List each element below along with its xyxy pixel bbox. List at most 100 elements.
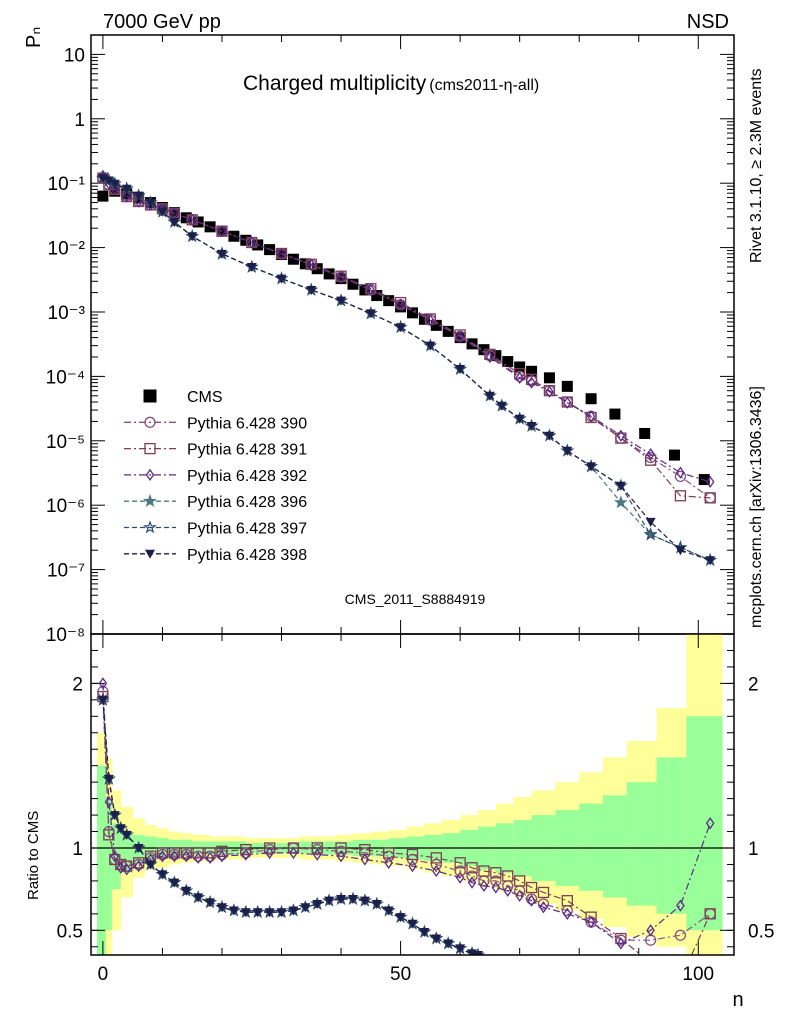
legend: CMS Pythia 6.428 390 Pythia 6.428 391 Pythi… (124, 389, 307, 564)
ratio-ytick-label-0: 0.5 (57, 921, 83, 942)
top-point-s3-25 (646, 448, 655, 461)
ratio-point-s5-12 (216, 903, 227, 913)
top-point-s0-42 (668, 449, 680, 461)
ratio-point-s1-21 (430, 852, 442, 864)
top-ytick-label-4: 10⁻⁴ (46, 367, 85, 388)
legend-marker-5 (143, 520, 157, 534)
top-point-s6-3 (121, 184, 132, 194)
ratio-point-s1-9 (180, 847, 192, 859)
ratio-point-s5-34 (472, 951, 483, 955)
top-ytick-label-8: 1 (74, 110, 85, 131)
ratio-point-s2-34 (676, 899, 685, 912)
top-point-s0-16 (287, 253, 299, 265)
top-point-s3-23 (586, 410, 596, 423)
top-point-s6-11 (276, 274, 287, 284)
legend-label-1: Pythia 6.428 390 (187, 415, 307, 432)
rivet-label: Rivet 3.1.10, ≥ 2.3M events (748, 68, 765, 263)
top-point-s0-1 (109, 185, 121, 197)
ratio-point-s1-13 (240, 843, 252, 856)
ratio-point-s5-1 (103, 774, 114, 784)
ratio-point-s2-30 (563, 907, 572, 920)
ratio-series-layer (96, 677, 716, 955)
ratio-point-s2-16 (312, 848, 322, 861)
ratio-point-s2-25 (491, 881, 501, 894)
ratio-point-s5-27 (395, 913, 406, 923)
main-panel: Charged multiplicity (cms2011-η-all) Pₙ C… (23, 27, 735, 646)
ratio-point-s2-3 (116, 861, 126, 874)
ratio-point-s1-30 (561, 895, 573, 907)
ratio-point-s5-16 (264, 908, 275, 918)
top-ytick-label-9: 10 (64, 45, 85, 66)
top-point-s0-18 (311, 263, 323, 275)
top-point-s3-19 (515, 371, 524, 384)
ratio-point-s2-12 (217, 850, 227, 863)
top-point-s3-21 (545, 385, 554, 398)
top-ylabel: Pₙ (23, 27, 45, 48)
top-point-s0-21 (347, 278, 359, 290)
x-axis-label: n (732, 989, 743, 1011)
top-point-s3-24 (616, 429, 626, 442)
top-point-s3-11 (277, 247, 286, 260)
top-point-s3-12 (306, 258, 316, 271)
ratio-ylabel: Ratio to CMS (25, 811, 42, 900)
top-point-s3-27 (705, 475, 715, 489)
band-green-1 (105, 798, 113, 931)
top-point-s6-18 (484, 391, 495, 401)
ratio-point-s5-22 (336, 895, 347, 905)
ratio-point-s1-29 (537, 886, 550, 899)
main-title: Charged multiplicity (cms2011-η-all) (243, 72, 539, 95)
top-point-s0-20 (335, 273, 347, 285)
legend-label-4: Pythia 6.428 396 (187, 494, 307, 511)
top-point-s6-5 (145, 198, 156, 208)
ratio-axis: 0.5 0.5 1 1 2 2 0 50 100 (57, 634, 774, 985)
ratio-point-s2-19 (384, 856, 393, 869)
top-point-s6-14 (365, 309, 376, 319)
top-point-s6-4 (133, 191, 144, 201)
top-point-s2-17 (454, 329, 466, 341)
legend-label-6: Pythia 6.428 398 (187, 547, 307, 564)
band-green-34 (686, 716, 723, 931)
band-green-31 (603, 795, 628, 898)
mcplots-label: mcplots.cern.ch [arXiv:1306.3436] (748, 386, 765, 628)
legend-label-2: Pythia 6.428 391 (187, 442, 307, 459)
top-point-s0-35 (514, 361, 526, 373)
top-point-s0-33 (490, 350, 502, 362)
top-point-s6-28 (705, 556, 716, 566)
top-point-s6-15 (395, 323, 406, 333)
ratio-point-s5-5 (133, 844, 144, 853)
top-point-s0-40 (609, 408, 621, 420)
ratio-xtick-label-1: 50 (390, 964, 411, 985)
top-point-s0-24 (383, 295, 395, 307)
ratio-point-s1-35 (704, 908, 716, 920)
top-point-s0-26 (407, 307, 418, 319)
top-point-s3-13 (336, 270, 346, 284)
ratio-point-s2-23 (467, 876, 477, 889)
top-point-s0-17 (299, 258, 311, 270)
top-point-s6-12 (306, 285, 317, 295)
legend-marker-4 (143, 493, 157, 508)
top-point-s3-15 (396, 298, 405, 311)
ratio-point-s5-29 (419, 927, 430, 937)
ratio-point-s0-22 (454, 865, 466, 877)
ratio-point-s5-28 (407, 919, 418, 929)
top-point-s0-25 (395, 301, 407, 313)
legend-marker-0 (143, 389, 157, 403)
ratio-point-s5-17 (276, 908, 287, 918)
top-point-s0-12 (240, 234, 252, 246)
top-point-s3-9 (217, 225, 227, 238)
ratio-point-s1-23 (466, 862, 478, 874)
ratio-point-s1-20 (406, 848, 419, 861)
top-point-s3-14 (366, 283, 376, 297)
ratio-point-s5-32 (455, 944, 466, 954)
top-point-s0-36 (526, 365, 538, 377)
top-ytick-label-2: 10⁻⁶ (46, 496, 85, 517)
ratio-point-s5-15 (252, 908, 263, 918)
ratio-xtick-label-2: 100 (682, 964, 714, 985)
top-point-s3-17 (455, 330, 465, 344)
main-subtitle: (cms2011-η-all) (429, 77, 539, 94)
ratio-point-s2-5 (134, 859, 143, 873)
band-green-0 (96, 765, 107, 955)
top-ytick-label-5: 10⁻³ (48, 303, 86, 324)
band-green-32 (626, 782, 658, 906)
